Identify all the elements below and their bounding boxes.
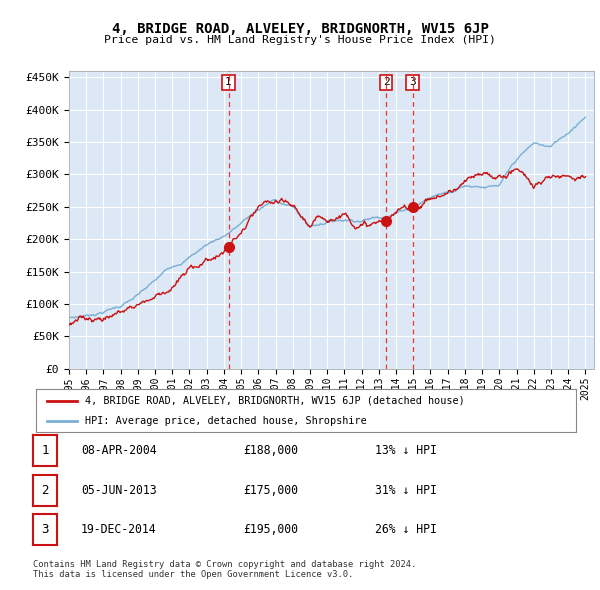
Text: Contains HM Land Registry data © Crown copyright and database right 2024.: Contains HM Land Registry data © Crown c… — [33, 560, 416, 569]
Text: 4, BRIDGE ROAD, ALVELEY, BRIDGNORTH, WV15 6JP (detached house): 4, BRIDGE ROAD, ALVELEY, BRIDGNORTH, WV1… — [85, 396, 464, 406]
Text: 05-JUN-2013: 05-JUN-2013 — [81, 484, 157, 497]
Text: 31% ↓ HPI: 31% ↓ HPI — [375, 484, 437, 497]
Text: 3: 3 — [409, 77, 416, 87]
Text: 08-APR-2004: 08-APR-2004 — [81, 444, 157, 457]
Text: 1: 1 — [225, 77, 232, 87]
Text: HPI: Average price, detached house, Shropshire: HPI: Average price, detached house, Shro… — [85, 417, 367, 426]
Text: This data is licensed under the Open Government Licence v3.0.: This data is licensed under the Open Gov… — [33, 571, 353, 579]
Text: 26% ↓ HPI: 26% ↓ HPI — [375, 523, 437, 536]
Text: £195,000: £195,000 — [243, 523, 298, 536]
Text: 1: 1 — [41, 444, 49, 457]
Text: Price paid vs. HM Land Registry's House Price Index (HPI): Price paid vs. HM Land Registry's House … — [104, 35, 496, 45]
Text: 3: 3 — [41, 523, 49, 536]
Text: 2: 2 — [383, 77, 389, 87]
Text: 2: 2 — [41, 484, 49, 497]
Text: 13% ↓ HPI: 13% ↓ HPI — [375, 444, 437, 457]
Text: 4, BRIDGE ROAD, ALVELEY, BRIDGNORTH, WV15 6JP: 4, BRIDGE ROAD, ALVELEY, BRIDGNORTH, WV1… — [112, 22, 488, 37]
Text: 19-DEC-2014: 19-DEC-2014 — [81, 523, 157, 536]
Text: £175,000: £175,000 — [243, 484, 298, 497]
Text: £188,000: £188,000 — [243, 444, 298, 457]
